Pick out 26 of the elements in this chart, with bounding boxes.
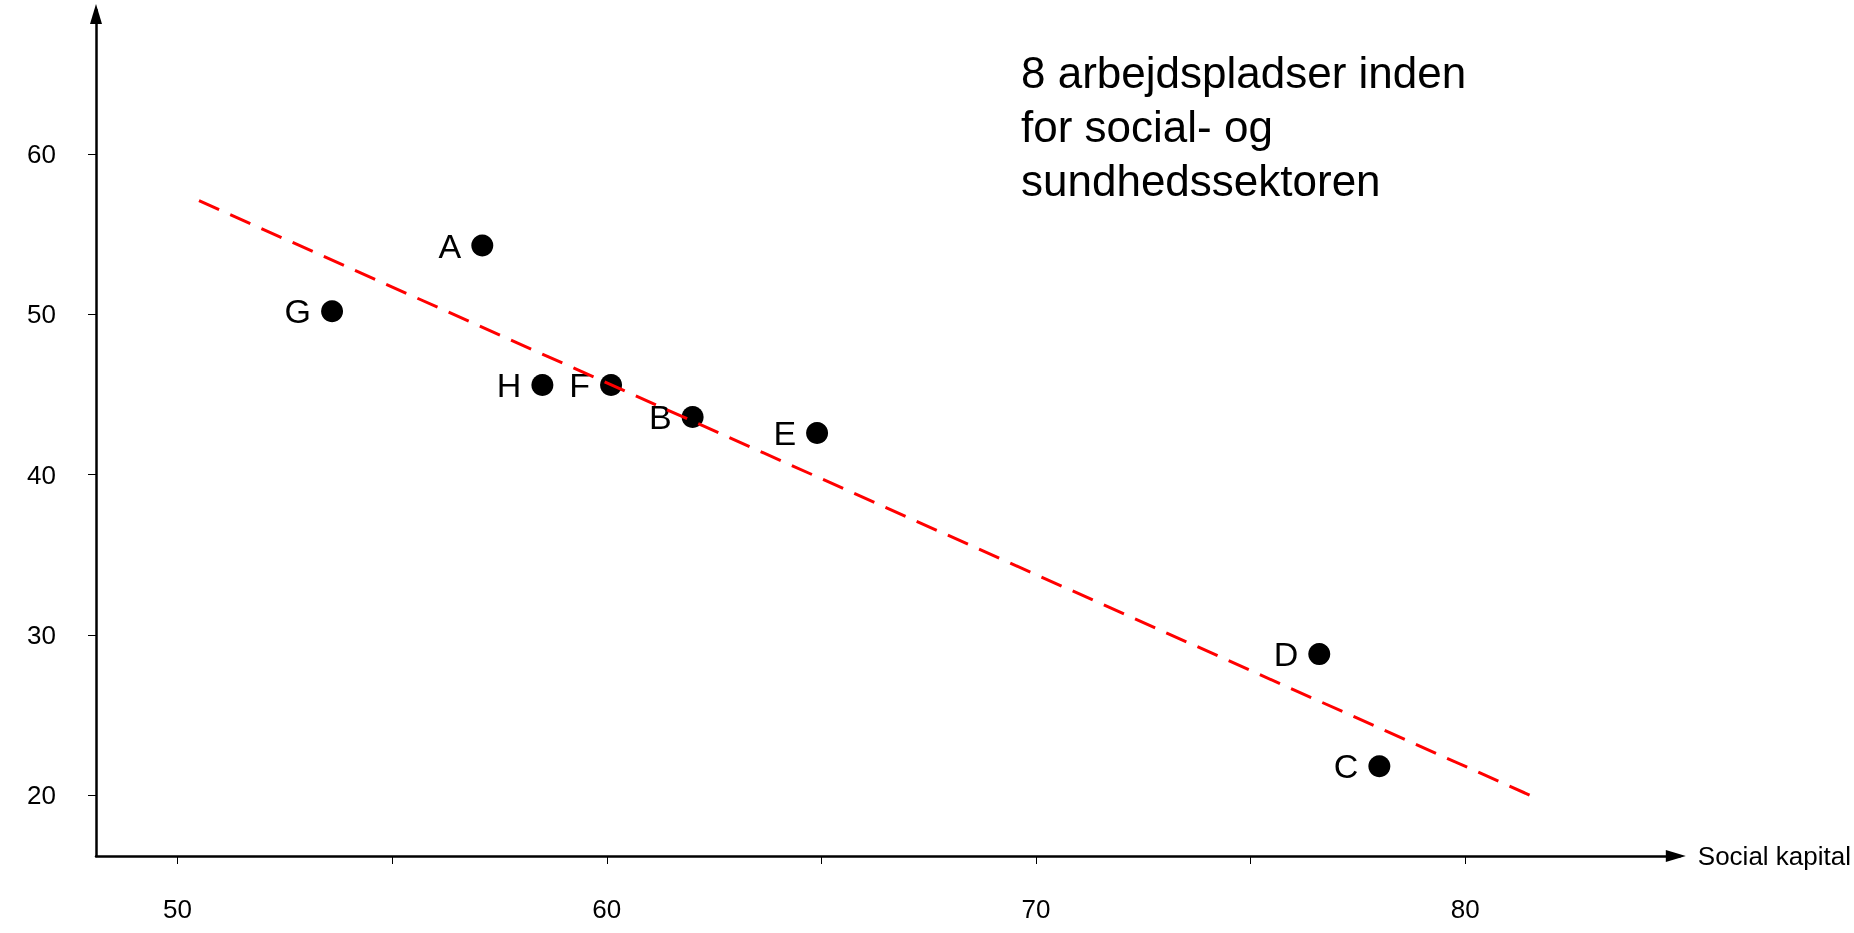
y-tick-label: 30 — [27, 619, 56, 650]
y-tick-label: 50 — [27, 299, 56, 330]
point — [471, 234, 494, 257]
data-label: C — [1333, 747, 1359, 786]
x-tick-label: 50 — [163, 894, 193, 924]
x-tick-label: 60 — [592, 894, 622, 924]
point — [1308, 643, 1331, 666]
point — [531, 373, 554, 396]
y-tick-label: 60 — [27, 139, 56, 170]
x-tick-label: 70 — [1021, 894, 1051, 924]
point — [806, 422, 829, 444]
y-tick-label: 20 — [27, 780, 56, 811]
data-label: G — [284, 292, 312, 331]
y-tick-label: 40 — [27, 459, 56, 490]
data-label: F — [569, 365, 591, 404]
data-label: H — [496, 365, 522, 404]
point — [681, 405, 704, 428]
data-label: A — [438, 226, 462, 265]
point — [321, 300, 344, 323]
x-tick-label: 80 — [1450, 894, 1480, 924]
text: 8 arbejdspladser inden for social- og sundhedssektoren — [1021, 47, 1479, 205]
x-axis-title: Social kapital — [1697, 841, 1852, 871]
data-label: D — [1273, 635, 1299, 674]
data-label: B — [648, 397, 672, 436]
data-label: E — [773, 414, 797, 452]
point — [1368, 755, 1391, 778]
